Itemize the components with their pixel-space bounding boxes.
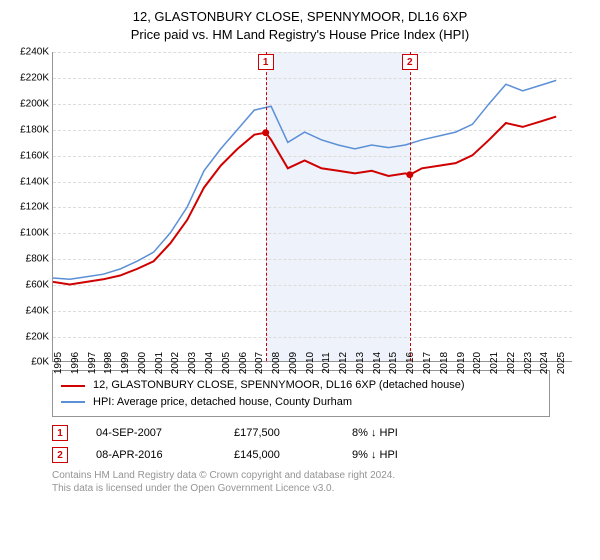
- legend-item: HPI: Average price, detached house, Coun…: [61, 394, 541, 411]
- footer-line-2: This data is licensed under the Open Gov…: [52, 482, 590, 495]
- legend: 12, GLASTONBURY CLOSE, SPENNYMOOR, DL16 …: [52, 370, 550, 417]
- legend-label: 12, GLASTONBURY CLOSE, SPENNYMOOR, DL16 …: [93, 377, 465, 394]
- footer-attribution: Contains HM Land Registry data © Crown c…: [52, 469, 590, 495]
- event-row: 2 08-APR-2016 £145,000 9% ↓ HPI: [52, 447, 590, 463]
- series-property: [53, 117, 556, 285]
- event-price: £145,000: [234, 449, 324, 461]
- event-marker: 1: [258, 54, 274, 70]
- y-axis-label: £200K: [20, 99, 49, 110]
- y-axis-label: £120K: [20, 202, 49, 213]
- legend-swatch: [61, 401, 85, 403]
- legend-item: 12, GLASTONBURY CLOSE, SPENNYMOOR, DL16 …: [61, 377, 541, 394]
- y-axis-label: £180K: [20, 124, 49, 135]
- event-marker: 2: [402, 54, 418, 70]
- chart-title: 12, GLASTONBURY CLOSE, SPENNYMOOR, DL16 …: [10, 8, 590, 44]
- event-change: 9% ↓ HPI: [352, 449, 442, 461]
- y-axis-label: £80K: [26, 254, 49, 265]
- plot-region: £0K£20K£40K£60K£80K£100K£120K£140K£160K£…: [52, 52, 572, 362]
- y-axis-label: £20K: [26, 331, 49, 342]
- event-change: 8% ↓ HPI: [352, 427, 442, 439]
- y-axis-label: £100K: [20, 228, 49, 239]
- legend-swatch: [61, 385, 85, 387]
- chart-area: £0K£20K£40K£60K£80K£100K£120K£140K£160K£…: [10, 52, 590, 362]
- footer-line-1: Contains HM Land Registry data © Crown c…: [52, 469, 590, 482]
- event-line: [410, 52, 411, 361]
- event-table: 1 04-SEP-2007 £177,500 8% ↓ HPI 2 08-APR-2016…: [52, 425, 590, 463]
- event-row: 1 04-SEP-2007 £177,500 8% ↓ HPI: [52, 425, 590, 441]
- y-axis-label: £40K: [26, 305, 49, 316]
- y-axis-label: £220K: [20, 73, 49, 84]
- y-axis-label: £140K: [20, 176, 49, 187]
- y-axis-label: £240K: [20, 47, 49, 58]
- y-axis-label: £60K: [26, 279, 49, 290]
- event-date: 04-SEP-2007: [96, 427, 206, 439]
- event-price: £177,500: [234, 427, 324, 439]
- title-line-2: Price paid vs. HM Land Registry's House …: [10, 26, 590, 44]
- lines-layer: [53, 52, 573, 362]
- legend-label: HPI: Average price, detached house, Coun…: [93, 394, 352, 411]
- event-date: 08-APR-2016: [96, 449, 206, 461]
- event-line: [266, 52, 267, 361]
- event-marker: 2: [52, 447, 68, 463]
- series-hpi: [53, 81, 556, 280]
- y-axis-label: £160K: [20, 150, 49, 161]
- title-line-1: 12, GLASTONBURY CLOSE, SPENNYMOOR, DL16 …: [10, 8, 590, 26]
- event-marker: 1: [52, 425, 68, 441]
- y-axis-label: £0K: [31, 357, 49, 368]
